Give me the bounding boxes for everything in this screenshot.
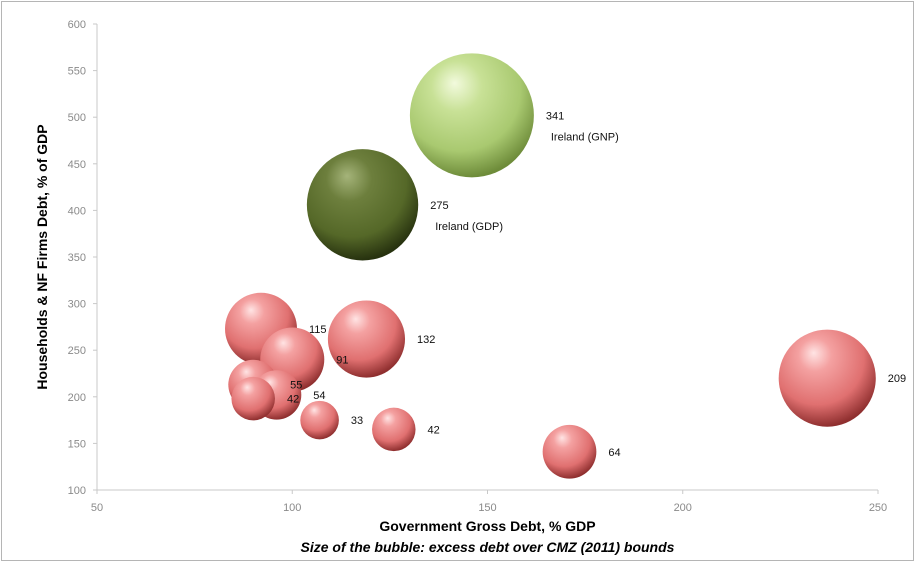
bubble-size-label: 42	[287, 394, 299, 406]
y-tick-label: 250	[68, 345, 86, 357]
bubble	[300, 400, 339, 440]
bubble-size-label: 209	[888, 373, 906, 385]
bubble-size-label: 91	[336, 355, 348, 367]
chart-subtitle: Size of the bubble: excess debt over CMZ…	[301, 539, 675, 555]
bubble-size-label: 132	[417, 334, 435, 346]
bubble-size-label: 341	[546, 110, 564, 122]
bubble-series-name: Ireland (GDP)	[435, 221, 503, 233]
bubble-ireland-gnp	[409, 53, 534, 178]
bubble	[231, 376, 275, 421]
ticks-group: 100 150 200 250 300 350 400 450 500 550 600 50 100 15…	[68, 19, 888, 514]
bubbles-group	[225, 53, 876, 479]
y-tick-label: 350	[68, 252, 86, 264]
x-axis-title: Government Gross Debt, % GDP	[379, 518, 595, 534]
bubble	[542, 424, 597, 479]
labels-group: 341 Ireland (GNP) 275 Ireland (GDP) 209 132 11…	[287, 110, 906, 458]
bubble-size-label: 64	[608, 447, 620, 459]
y-tick-label: 150	[68, 438, 86, 450]
y-tick-label: 300	[68, 299, 86, 311]
bubble-size-label: 33	[351, 415, 363, 427]
y-axis-title: Households & NF Firms Debt, % of GDP	[34, 124, 50, 389]
chart-border	[1, 1, 914, 561]
y-tick-label: 100	[68, 485, 86, 497]
x-tick-label: 200	[674, 502, 692, 514]
x-tick-label: 250	[869, 502, 887, 514]
bubble-size-label: 55	[290, 380, 302, 392]
bubble-ireland-gdp	[306, 149, 419, 261]
y-tick-label: 400	[68, 205, 86, 217]
bubble-size-label: 54	[313, 390, 325, 402]
bubble-size-label: 42	[428, 424, 440, 436]
x-tick-label: 150	[478, 502, 496, 514]
y-tick-label: 550	[68, 66, 86, 78]
bubble	[372, 407, 416, 452]
y-tick-label: 600	[68, 19, 86, 31]
bubble	[778, 329, 876, 427]
bubble	[327, 300, 406, 378]
bubble-size-label: 275	[430, 200, 448, 212]
x-tick-label: 100	[283, 502, 301, 514]
bubble-series-name: Ireland (GNP)	[551, 131, 619, 143]
bubble-size-label: 115	[309, 324, 327, 336]
x-tick-label: 50	[91, 502, 103, 514]
y-tick-label: 450	[68, 159, 86, 171]
y-tick-label: 500	[68, 112, 86, 124]
y-tick-label: 200	[68, 392, 86, 404]
